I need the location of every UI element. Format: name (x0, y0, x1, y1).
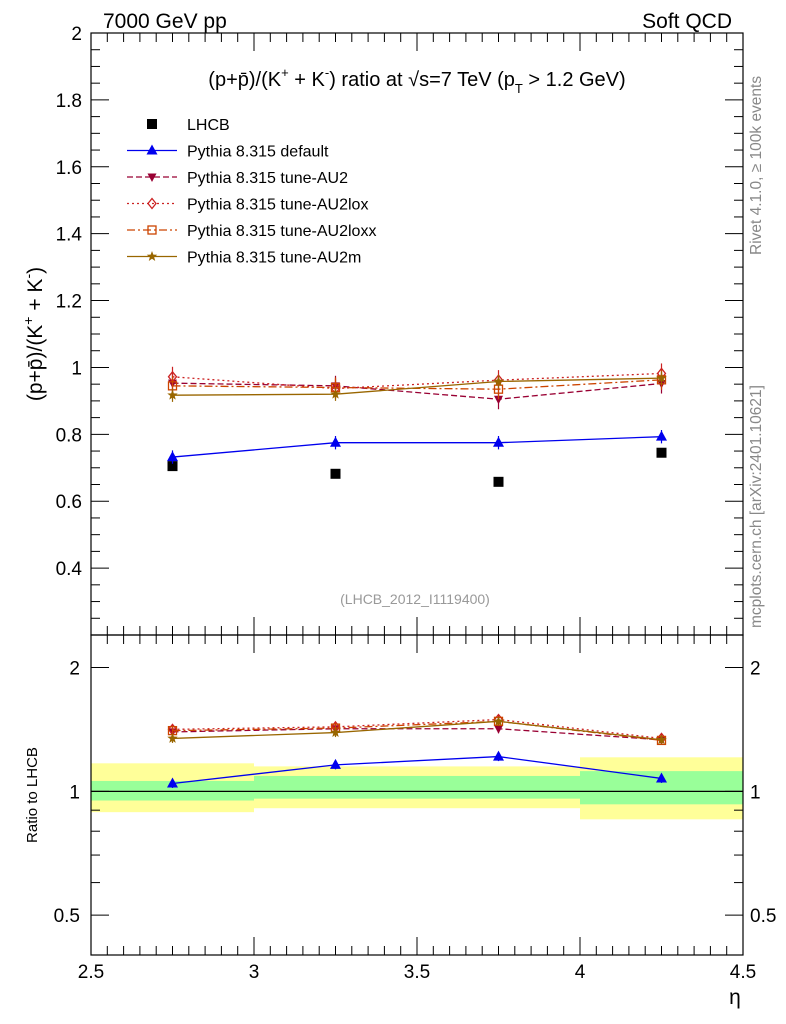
data-point (330, 436, 341, 447)
ratio-series-line (172, 720, 662, 741)
data-point (656, 447, 667, 458)
ratio-series-pythia-8-315-default (167, 750, 667, 789)
y-tick-label: 0.6 (56, 492, 82, 513)
y-tick-label: 1.2 (56, 292, 82, 313)
y-tick-label: 0.4 (56, 559, 83, 580)
legend-label: Pythia 8.315 tune-AU2lox (187, 197, 368, 214)
legend-label: Pythia 8.315 tune-AU2 (187, 170, 348, 187)
analysis-tag: (LHCB_2012_I1119400) (340, 591, 490, 607)
legend-item: Pythia 8.315 tune-AU2lox (127, 197, 368, 214)
ratio-series-line (172, 718, 662, 740)
ratio-data-point (167, 777, 178, 788)
legend-marker (147, 173, 157, 182)
ratio-data-point (330, 758, 341, 769)
collision-label: 7000 GeV pp (103, 10, 227, 33)
ratio-data-point (494, 725, 503, 734)
y-tick-label: 1 (71, 358, 82, 379)
data-point (656, 430, 667, 441)
legend-item: Pythia 8.315 tune-AU2loxx (127, 223, 376, 240)
ratio-y-tick-label: 0.5 (54, 906, 80, 927)
data-point (167, 461, 178, 472)
x-tick-label: 4 (575, 962, 586, 983)
x-tick-labels: 2.5 3 3.5 4 4.5 (78, 962, 756, 983)
ratio-axis-ticks: 0.5 0.5 1 1 2 2 (54, 635, 776, 956)
ratio-series-pythia-8-315-tune-au2loxx (167, 716, 667, 746)
data-point (494, 395, 503, 405)
data-point (167, 451, 178, 462)
ratio-series-line (172, 728, 662, 741)
data-point (493, 436, 504, 447)
series-line (172, 436, 662, 458)
ratio-y-tick-label: 2 (69, 659, 80, 680)
ratio-y-axis-label: Ratio to LHCB (24, 747, 41, 843)
ratio-data-layer (167, 713, 667, 789)
main-y-axis-label: (p+p̄)/(K+ + K-) (20, 267, 47, 401)
y-tick-label: 0.8 (56, 425, 82, 446)
stat-uncertainty-band (91, 780, 254, 801)
legend-marker (146, 251, 158, 261)
legend-label: Pythia 8.315 tune-AU2loxx (187, 223, 376, 240)
ratio-y-tick-label-right: 1 (750, 782, 761, 803)
mcplots-credit-label: mcplots.cern.ch [arXiv:2401.10621] (748, 385, 765, 628)
series-line (172, 372, 662, 390)
chart-title: (p+p̄)/(K+ + K-) ratio at √s=7 TeV (pT >… (208, 65, 625, 96)
data-point (493, 375, 504, 386)
ratio-data-point (330, 727, 341, 737)
x-tick-label: 3.5 (404, 962, 430, 983)
main-panel: 0.4 0.6 0.8 1 1.2 1.4 1.6 1.8 2 (p+p̄)/(K+ + K-)… (20, 24, 744, 636)
ratio-uncertainty-bands (91, 757, 743, 820)
series-pythia-8-315-tune-au2lox (167, 363, 667, 399)
series-line (172, 377, 662, 396)
legend-item: LHCB (147, 117, 230, 134)
ratio-y-tick-label-right: 0.5 (750, 906, 776, 927)
y-tick-label: 2 (71, 24, 82, 45)
ratio-data-point (493, 715, 504, 726)
data-point (330, 388, 341, 399)
x-tick-label: 3 (249, 962, 260, 983)
y-tick-label: 1.8 (56, 91, 82, 112)
ratio-y-tick-label-right: 2 (750, 659, 761, 680)
process-label: Soft QCD (642, 10, 732, 33)
series-pythia-8-315-tune-au2m (167, 371, 667, 402)
ratio-data-point (493, 750, 504, 761)
main-axis-ticks: 0.4 0.6 0.8 1 1.2 1.4 1.6 1.8 2 (56, 24, 744, 636)
ratio-y-tick-label: 1 (69, 782, 80, 803)
legend-item: Pythia 8.315 default (127, 144, 329, 161)
series-pythia-8-315-default (167, 429, 667, 464)
ratio-series-line (172, 755, 662, 785)
legend-label: LHCB (187, 117, 230, 134)
legend-marker (146, 144, 158, 155)
ratio-data-point (656, 772, 667, 783)
legend-item: Pythia 8.315 tune-AU2m (127, 250, 361, 267)
y-tick-label: 1.6 (56, 158, 82, 179)
main-data-layer (167, 363, 667, 487)
y-tick-label: 1.4 (56, 225, 83, 246)
data-point (330, 468, 341, 479)
legend-label: Pythia 8.315 default (187, 144, 329, 161)
legend: LHCB Pythia 8.315 default Pythia 8.315 tun… (127, 117, 376, 267)
legend-marker (147, 197, 157, 210)
legend-label: Pythia 8.315 tune-AU2m (187, 250, 361, 267)
stat-uncertainty-band (254, 775, 417, 799)
x-tick-label: 2.5 (78, 962, 104, 983)
legend-item: Pythia 8.315 tune-AU2 (127, 170, 348, 187)
x-axis-label: η (729, 986, 741, 1009)
data-point (167, 389, 178, 400)
series-line (172, 382, 662, 400)
rivet-version-label: Rivet 4.1.0, ≥ 100k events (748, 76, 765, 255)
x-tick-label: 4.5 (730, 962, 756, 983)
legend-marker (147, 225, 157, 235)
data-point (656, 372, 667, 383)
stat-uncertainty-band (417, 775, 580, 799)
legend-marker (147, 119, 157, 129)
ratio-data-point (167, 732, 178, 743)
ratio-data-point (656, 734, 667, 745)
series-lhcb (167, 447, 667, 487)
data-point (493, 476, 504, 487)
ratio-series-pythia-8-315-tune-au2m (167, 715, 667, 745)
ratio-series-line (172, 720, 662, 742)
ratio-panel: 0.5 0.5 1 1 2 2 Ratio to LHCB (24, 634, 776, 956)
